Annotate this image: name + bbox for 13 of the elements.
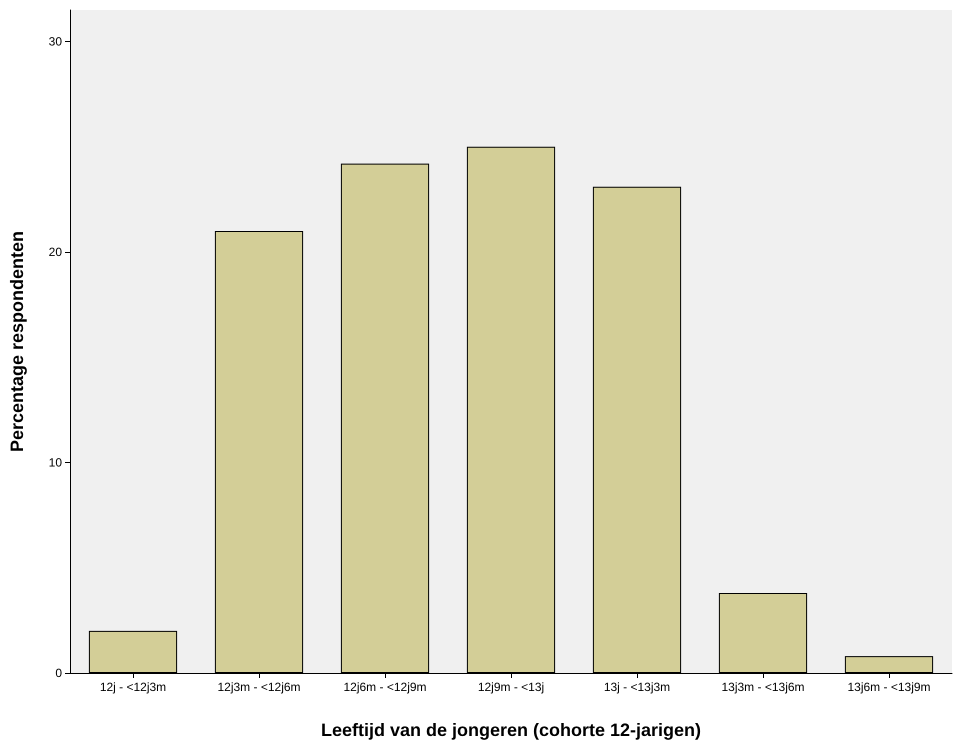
y-tick-label: 10 — [48, 456, 62, 470]
x-tick-label: 12j9m - <13j — [478, 680, 544, 694]
x-tick-label: 13j6m - <13j9m — [847, 680, 931, 694]
x-tick-label: 12j3m - <12j6m — [217, 680, 301, 694]
x-tick-label: 12j - <12j3m — [100, 680, 166, 694]
y-tick-label: 30 — [48, 34, 62, 49]
y-tick-label: 0 — [55, 666, 62, 680]
x-tick-label: 12j6m - <12j9m — [343, 680, 427, 694]
y-axis-title: Percentage respondenten — [7, 230, 27, 452]
x-axis-title: Leeftijd van de jongeren (cohorte 12-jarigen) — [320, 720, 702, 740]
y-tick-label: 20 — [48, 245, 62, 260]
x-tick-label: 13j - <13j3m — [604, 680, 670, 694]
x-tick-label: 13j3m - <13j6m — [721, 680, 805, 694]
